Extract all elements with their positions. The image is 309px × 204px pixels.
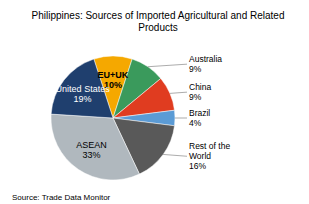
- html-text:EU+UK: EU+UK: [97, 69, 129, 80]
- svg-text:ASEAN33%: ASEAN33%: [76, 140, 107, 160]
- html-text:Source: Trade Data Monitor: Source: Trade Data Monitor: [12, 193, 111, 202]
- html-text:10%: 10%: [104, 79, 122, 90]
- svg-text:Brazil4%: Brazil4%: [189, 108, 210, 128]
- svg-text:United States19%: United States19%: [56, 84, 111, 104]
- svg-text:China9%: China9%: [189, 82, 211, 102]
- html-text:Philippines: Sources of Import: Philippines: Sources of Imported Agricul…: [31, 10, 285, 33]
- svg-text:Australia9%: Australia9%: [189, 54, 222, 74]
- svg-text:Rest of theWorld16%: Rest of theWorld16%: [189, 141, 230, 171]
